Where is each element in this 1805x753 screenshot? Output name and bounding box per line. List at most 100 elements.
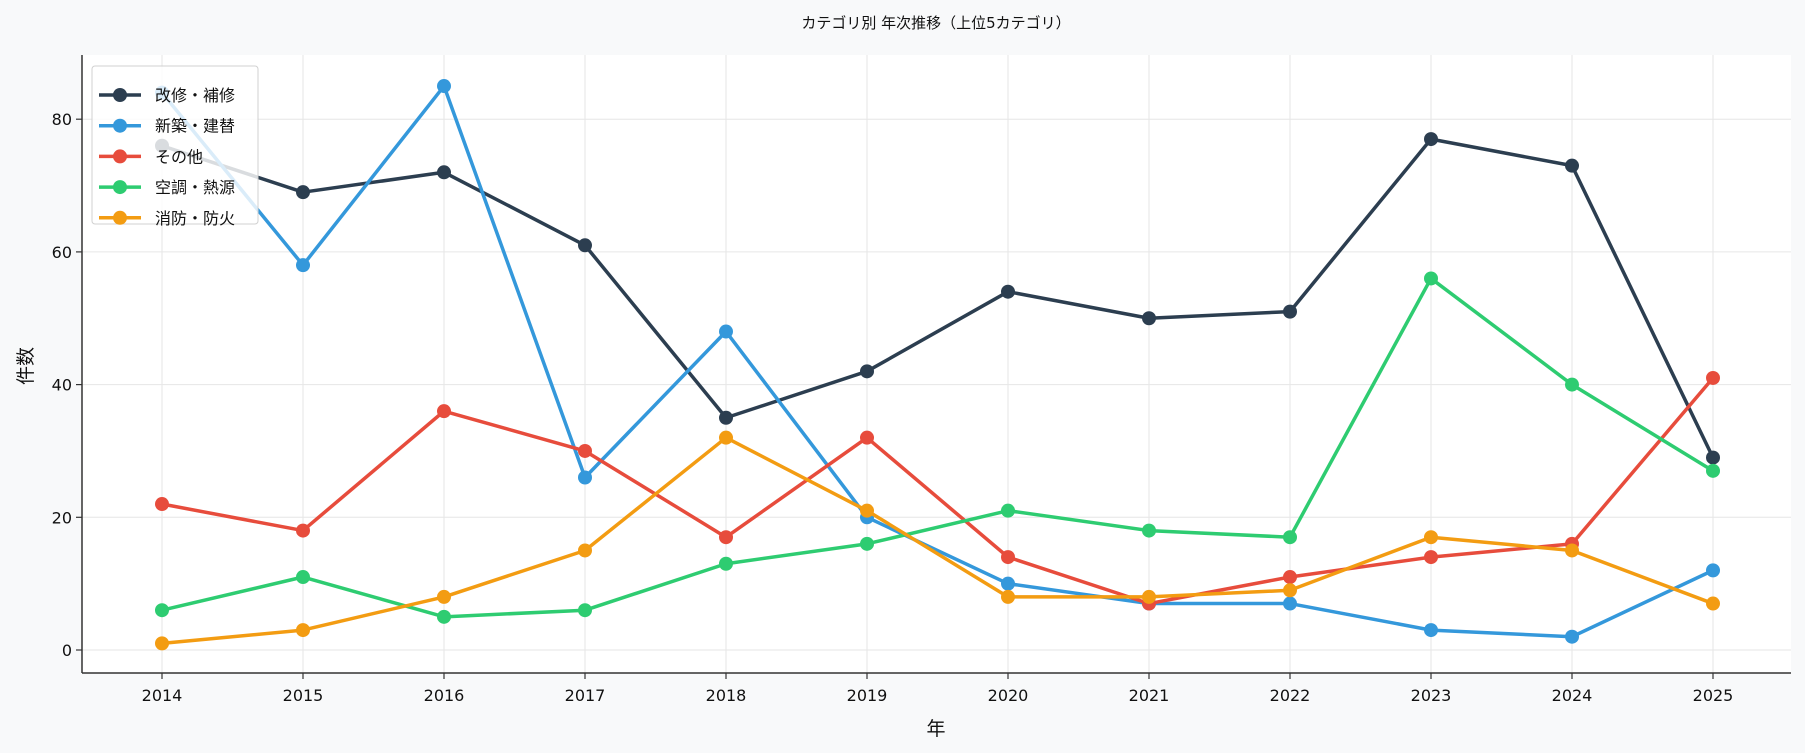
x-tick-label: 2017 [565,686,606,705]
data-point [1565,543,1579,558]
data-point [1001,576,1015,591]
y-tick-label: 40 [52,376,72,395]
series-消防・防火 [155,430,1720,651]
data-point [719,530,733,545]
data-point [1142,523,1156,538]
data-point [1001,550,1015,565]
x-tick-label: 2018 [706,686,747,705]
legend-label: 新築・建替 [155,117,235,136]
legend-label: 改修・補修 [155,86,235,105]
data-point [437,404,451,419]
x-tick-label: 2015 [283,686,324,705]
x-tick-label: 2022 [1270,686,1311,705]
data-point [860,536,874,551]
series-line [161,435,1714,646]
x-tick-label: 2024 [1552,686,1593,705]
legend-box [91,65,259,225]
data-point [296,258,310,273]
data-point [155,603,169,618]
series-lines [155,79,1720,651]
legend-label: 消防・防火 [155,209,235,228]
data-point [1706,463,1720,478]
x-axis-label: 年 [926,718,945,740]
legend-label: 空調・熱源 [155,178,235,197]
data-point [578,443,592,458]
data-point [860,503,874,518]
legend-swatch-marker [113,210,127,225]
legend-label: その他 [155,147,203,166]
data-point [437,609,451,624]
data-point [719,430,733,445]
data-point [437,165,451,180]
x-tick-label: 2019 [847,686,888,705]
series-line [160,84,1714,639]
data-point [1424,530,1438,545]
data-point [1001,589,1015,604]
data-point [578,470,592,485]
data-point [1565,629,1579,644]
tick-labels: 2014 2015 2016 2017 2018 2019 2020 2021 2022 2023… [52,110,1734,705]
series-新築・建替 [155,79,1720,644]
y-tick-label: 60 [52,243,72,262]
series-line [161,376,1715,606]
legend-swatch-marker [113,180,127,195]
data-point [578,238,592,253]
data-point [1001,284,1015,299]
data-point [1283,304,1297,319]
data-point [578,543,592,558]
data-point [1565,158,1579,173]
series-改修・補修 [155,132,1720,465]
data-point [1283,583,1297,598]
x-tick-label: 2021 [1129,686,1170,705]
data-point [1283,570,1297,585]
data-point [860,430,874,445]
x-tick-label: 2023 [1411,686,1452,705]
legend-swatch-marker [113,88,127,102]
axes [76,55,1791,679]
legend-swatch-marker [113,118,127,133]
data-point [719,324,733,339]
y-tick-label: 20 [52,508,72,527]
data-point [155,636,169,651]
data-point [296,523,310,538]
data-point [1424,550,1438,565]
y-axis-label: 件数 [15,347,37,385]
data-point [1424,623,1438,638]
data-point [1706,450,1720,465]
series-空調・熱源 [155,271,1720,624]
data-point [296,623,310,638]
y-tick-label: 80 [52,110,72,129]
data-point [155,497,169,512]
data-point [1142,311,1156,326]
data-point [578,603,592,618]
x-tick-label: 2014 [142,686,183,705]
series-line [161,137,1715,459]
data-point [1565,377,1579,392]
x-tick-label: 2016 [424,686,465,705]
data-point [1706,563,1720,578]
data-point [1283,596,1297,611]
data-point [437,79,451,94]
plot-area [82,55,1791,673]
y-tick-label: 0 [62,641,72,660]
chart-title: カテゴリ別 年次推移（上位5カテゴリ） [801,14,1070,32]
data-point [1424,132,1438,147]
data-point [719,556,733,571]
data-point [1706,596,1720,611]
legend-swatch-marker [113,149,127,164]
data-point [1424,271,1438,286]
data-point [296,185,310,200]
x-tick-label: 2025 [1693,686,1734,705]
data-point [719,410,733,425]
data-point [296,570,310,585]
grid [82,55,1791,673]
data-point [437,589,451,604]
data-point [1142,589,1156,604]
series-line [161,276,1714,619]
data-point [1283,530,1297,545]
data-point [860,364,874,379]
data-point [1001,503,1015,518]
x-tick-label: 2020 [988,686,1029,705]
